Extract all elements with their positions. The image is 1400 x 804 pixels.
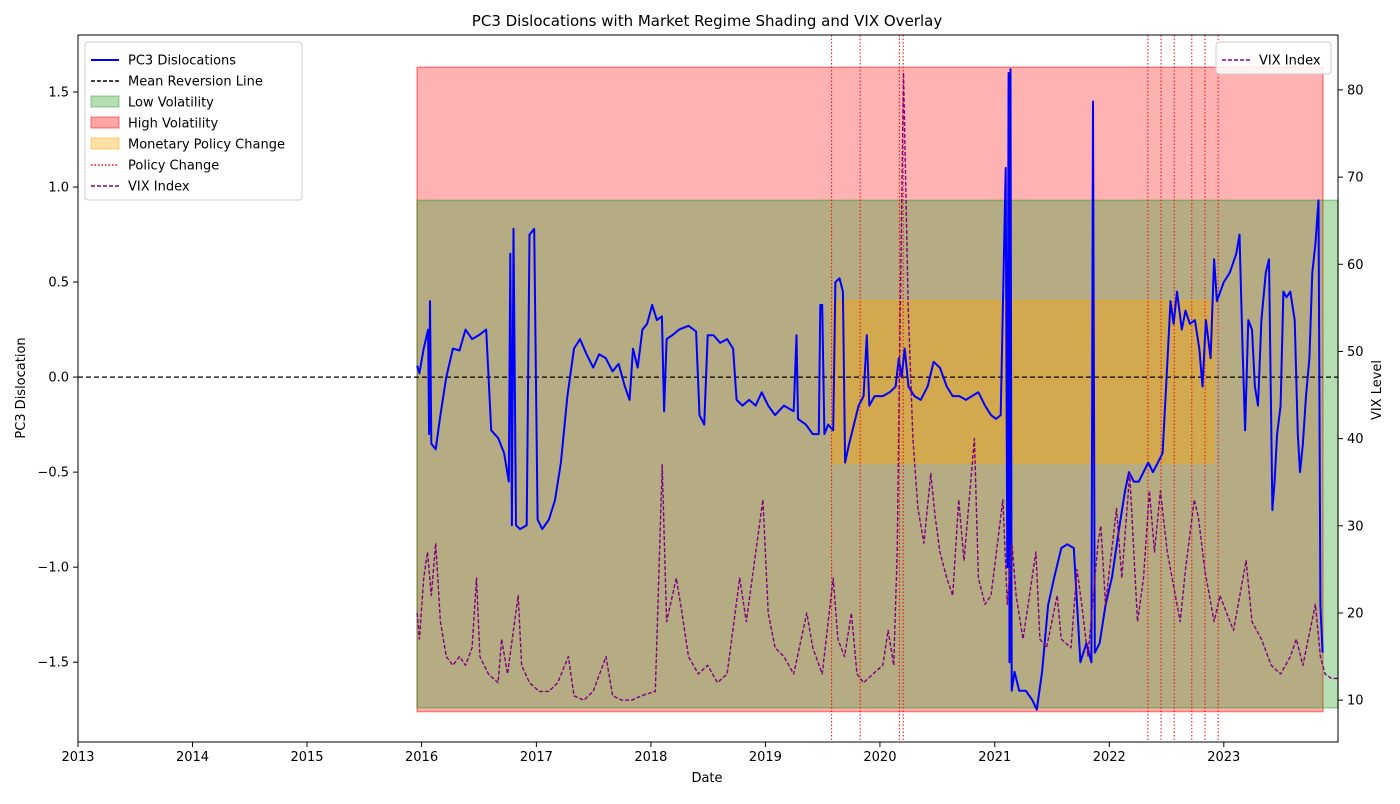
- x-axis: 2013 2014 2015 2016 2017 2018 2019 2020 2021 2022…: [61, 742, 1240, 765]
- legend-right: VIX Index: [1215, 41, 1332, 75]
- legend-entry: High Volatility: [90, 116, 218, 132]
- x-tick-label: 2013: [61, 750, 94, 765]
- x-tick-label: 2022: [1093, 750, 1126, 765]
- vix-series-line: [416, 71, 1338, 701]
- region-low-volatility: [416, 199, 1339, 709]
- x-tick-label: 2014: [176, 750, 209, 765]
- legend-swatch: [90, 116, 120, 129]
- y-tick-label-left: 1.5: [48, 86, 69, 101]
- series-layer: [416, 68, 1338, 711]
- y-tick-label-right: 80: [1347, 83, 1364, 98]
- legend-box: [1215, 41, 1332, 75]
- y-tick-label-right: 50: [1347, 345, 1364, 360]
- plot-frame: [77, 34, 1339, 743]
- legend-label: PC3 Dislocations: [128, 54, 236, 69]
- y-axis-right: 10 20 30 40 50 60 70 80: [1338, 83, 1364, 709]
- x-tick-label: 2021: [978, 750, 1011, 765]
- x-tick-label: 2020: [863, 750, 896, 765]
- legend-entry: Policy Change: [91, 159, 219, 174]
- y-tick-label-left: 0.0: [48, 371, 69, 386]
- y-tick-label-left: −0.5: [37, 466, 69, 481]
- y-axis-left: −1.5 −1.0 −0.5 0.0 0.5 1.0 1.5: [37, 86, 78, 671]
- regime-shading: [416, 66, 1339, 713]
- legend-box: [84, 41, 303, 201]
- y-tick-label-right: 60: [1347, 258, 1364, 273]
- y-tick-label-right: 30: [1347, 519, 1364, 534]
- region-monetary-policy-change: [831, 300, 1215, 464]
- y-tick-label-left: −1.5: [37, 656, 69, 671]
- legend-swatch: [90, 137, 120, 150]
- y-tick-label-right: 70: [1347, 171, 1364, 186]
- y-axis-label-left: PC3 Dislocation: [14, 337, 29, 438]
- x-tick-label: 2023: [1207, 750, 1240, 765]
- legend-entry: Mean Reversion Line: [91, 75, 263, 90]
- legend-label: Monetary Policy Change: [128, 138, 285, 153]
- y-tick-label-left: 0.5: [48, 276, 69, 291]
- legend-label: Mean Reversion Line: [128, 75, 263, 90]
- y-tick-label-right: 40: [1347, 432, 1364, 447]
- legend-label: Low Volatility: [128, 96, 214, 111]
- legend-left: PC3 Dislocations Mean Reversion Line Low V…: [84, 41, 303, 201]
- x-tick-label: 2019: [749, 750, 782, 765]
- legend-entry: Monetary Policy Change: [90, 137, 285, 153]
- legend-label: High Volatility: [128, 117, 218, 132]
- y-tick-label-left: 1.0: [48, 181, 69, 196]
- x-tick-label: 2015: [290, 750, 323, 765]
- x-tick-label: 2017: [520, 750, 553, 765]
- legend-label: VIX Index: [128, 180, 190, 195]
- legend-label: Policy Change: [128, 159, 219, 174]
- y-tick-label-left: −1.0: [37, 561, 69, 576]
- chart-title: PC3 Dislocations with Market Regime Shad…: [472, 12, 943, 30]
- legend-label: VIX Index: [1259, 54, 1321, 69]
- x-tick-label: 2016: [405, 750, 438, 765]
- y-tick-label-right: 10: [1347, 694, 1364, 709]
- legend-entry: PC3 Dislocations: [91, 54, 236, 69]
- x-tick-label: 2018: [634, 750, 667, 765]
- legend-entry: Low Volatility: [90, 95, 214, 111]
- legend-entry: VIX Index: [1222, 54, 1321, 69]
- pc3-series-line: [416, 68, 1324, 711]
- y-tick-label-right: 20: [1347, 606, 1364, 621]
- y-axis-label-right: VIX Level: [1370, 360, 1385, 420]
- x-axis-label: Date: [691, 771, 722, 786]
- legend-swatch: [90, 95, 120, 108]
- legend-entry: VIX Index: [91, 180, 190, 195]
